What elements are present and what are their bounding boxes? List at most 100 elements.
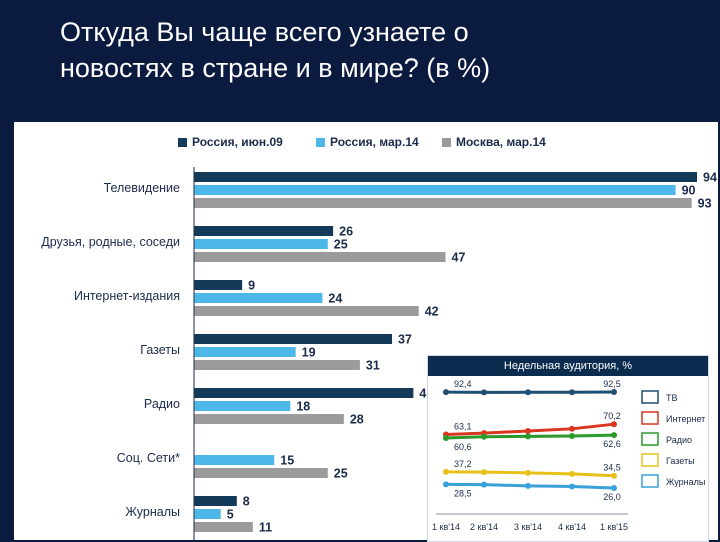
- data-label: 37: [398, 333, 412, 347]
- data-label: 25: [334, 238, 348, 252]
- data-label: 92,4: [454, 379, 472, 389]
- data-point: [443, 389, 449, 395]
- legend-label: Россия, мар.14: [330, 135, 419, 149]
- legend-swatch: [442, 138, 451, 147]
- data-label: 28: [350, 413, 364, 427]
- data-point: [569, 484, 575, 490]
- data-label: 28,5: [454, 488, 472, 498]
- x-tick-label: 3 кв'14: [514, 522, 542, 532]
- bar: [194, 185, 676, 195]
- bar: [194, 239, 328, 249]
- category-label: Журналы: [125, 505, 180, 519]
- bar: [194, 293, 322, 303]
- data-label: 60,6: [454, 442, 472, 452]
- x-tick-label: 2 кв'14: [470, 522, 498, 532]
- bar: [194, 280, 242, 290]
- data-point: [443, 435, 449, 441]
- data-label: 90: [682, 184, 696, 198]
- data-point: [611, 389, 617, 395]
- data-label: 15: [280, 454, 294, 468]
- bar: [194, 226, 333, 236]
- data-point: [569, 389, 575, 395]
- bar: [194, 388, 413, 398]
- legend-label: Газеты: [666, 456, 695, 466]
- bar: [194, 347, 296, 357]
- data-label: 63,1: [454, 421, 472, 431]
- legend-label: Журналы: [666, 477, 705, 487]
- data-point: [525, 470, 531, 476]
- x-tick-label: 4 кв'14: [558, 522, 586, 532]
- data-point: [443, 481, 449, 487]
- data-point: [443, 469, 449, 475]
- line-chart: 92,4 92,5 ТВ 63,1 70,2 Интернет 60,6 62,6 Радио 3…: [428, 356, 708, 541]
- category-label: Соц. Сети*: [117, 451, 180, 465]
- data-point: [569, 433, 575, 439]
- data-label: 31: [366, 359, 380, 373]
- bar: [194, 468, 328, 478]
- x-tick-label: 1 кв'15: [600, 522, 628, 532]
- internet-icon: [642, 412, 658, 424]
- slide-title: Откуда Вы чаще всего узнаете о новостях …: [60, 14, 700, 86]
- category-label: Радио: [144, 397, 180, 411]
- legend-label: Москва, мар.14: [456, 135, 546, 149]
- data-label: 26,0: [603, 492, 621, 502]
- bar: [194, 522, 253, 532]
- bar: [194, 414, 344, 424]
- data-label: 47: [452, 251, 466, 265]
- bar: [194, 496, 237, 506]
- data-label: 37,2: [454, 459, 472, 469]
- inset-title: Недельная аудитория, %: [428, 356, 708, 376]
- magazine-icon: [642, 475, 658, 487]
- data-label: 18: [296, 400, 310, 414]
- data-label: 70,2: [603, 411, 621, 421]
- bar: [194, 360, 360, 370]
- bar: [194, 252, 446, 262]
- data-point: [481, 389, 487, 395]
- bar: [194, 306, 419, 316]
- category-label: Друзья, родные, соседи: [41, 235, 180, 249]
- data-label: 94: [703, 171, 717, 185]
- data-label: 19: [302, 346, 316, 360]
- legend-swatch: [316, 138, 325, 147]
- data-point: [481, 469, 487, 475]
- bar: [194, 455, 274, 465]
- category-label: Газеты: [140, 343, 180, 357]
- data-point: [569, 426, 575, 432]
- data-label: 62,6: [603, 439, 621, 449]
- data-point: [481, 434, 487, 440]
- data-point: [525, 428, 531, 434]
- data-label: 26: [339, 225, 353, 239]
- data-label: 92,5: [603, 379, 621, 389]
- category-label: Телевидение: [104, 181, 180, 195]
- bar: [194, 172, 697, 182]
- data-label: 11: [259, 521, 272, 535]
- data-point: [481, 482, 487, 488]
- data-label: 9: [248, 279, 255, 293]
- data-point: [611, 473, 617, 479]
- legend-label: Радио: [666, 435, 692, 445]
- data-point: [611, 421, 617, 427]
- newspaper-icon: [642, 454, 658, 466]
- data-label: 8: [243, 495, 250, 509]
- bar: [194, 401, 290, 411]
- data-label: 5: [227, 508, 234, 522]
- bar: [194, 334, 392, 344]
- data-point: [611, 485, 617, 491]
- data-label: 34,5: [603, 463, 621, 473]
- radio-icon: [642, 433, 658, 445]
- data-label: 42: [425, 305, 439, 319]
- bar: [194, 509, 221, 519]
- legend-label: ТВ: [666, 393, 678, 403]
- data-label: 24: [328, 292, 342, 306]
- legend-label: Интернет: [666, 414, 705, 424]
- title-line-2: новостях в стране и в мире? (в %): [60, 50, 700, 86]
- data-point: [569, 471, 575, 477]
- data-point: [611, 432, 617, 438]
- bar: [194, 198, 692, 208]
- legend-swatch: [178, 138, 187, 147]
- data-point: [525, 389, 531, 395]
- tv-icon: [642, 391, 658, 403]
- category-label: Интернет-издания: [74, 289, 180, 303]
- data-point: [525, 433, 531, 439]
- x-tick-label: 1 кв'14: [432, 522, 460, 532]
